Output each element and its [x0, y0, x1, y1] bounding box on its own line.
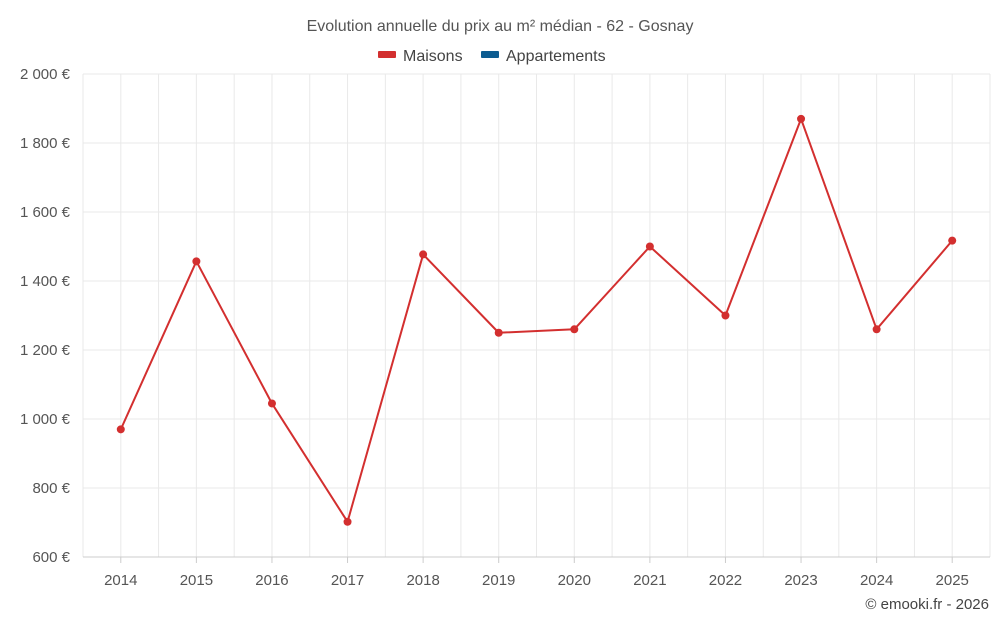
data-point-maisons-2019[interactable] [494, 328, 503, 337]
data-point-maisons-2018[interactable] [419, 250, 428, 259]
legend-label-appartements: Appartements [506, 48, 606, 65]
x-tick-label: 2020 [558, 572, 591, 589]
x-tick-label: 2014 [104, 572, 137, 589]
data-point-maisons-2014[interactable] [116, 425, 125, 434]
x-tick-label: 2018 [406, 572, 439, 589]
data-point-maisons-2023[interactable] [797, 114, 806, 123]
y-tick-label: 2 000 € [20, 66, 71, 83]
x-tick-label: 2019 [482, 572, 515, 589]
x-tick-label: 2022 [709, 572, 742, 589]
x-tick-label: 2025 [936, 572, 969, 589]
data-point-maisons-2017[interactable] [343, 517, 352, 526]
data-point-maisons-2021[interactable] [645, 242, 654, 251]
y-tick-label: 1 800 € [20, 135, 71, 152]
chart-title: Evolution annuelle du prix au m² médian … [307, 18, 694, 35]
legend-swatch-maisons [378, 51, 396, 58]
legend-item-maisons[interactable]: Maisons [378, 48, 463, 65]
legend-label-maisons: Maisons [403, 48, 463, 65]
x-tick-label: 2015 [180, 572, 213, 589]
x-tick-label: 2017 [331, 572, 364, 589]
series-maisons [116, 114, 957, 526]
x-tick-label: 2023 [784, 572, 817, 589]
data-point-maisons-2025[interactable] [948, 236, 957, 245]
y-tick-label: 800 € [32, 480, 70, 497]
credit-text: © emooki.fr - 2026 [865, 596, 989, 613]
x-tick-label: 2024 [860, 572, 893, 589]
x-tick-label: 2021 [633, 572, 666, 589]
x-tick-label: 2016 [255, 572, 288, 589]
data-point-maisons-2020[interactable] [570, 325, 579, 334]
data-point-maisons-2024[interactable] [872, 325, 881, 334]
legend: Maisons Appartements [378, 48, 606, 65]
series-line-maisons [119, 117, 953, 523]
y-tick-label: 1 400 € [20, 273, 71, 290]
data-point-maisons-2016[interactable] [267, 399, 276, 408]
grid [82, 73, 991, 557]
legend-swatch-appartements [481, 51, 499, 58]
x-axis: 2014 2015 2016 2017 2018 2019 2020 2021 2022 2023… [83, 556, 990, 589]
data-point-maisons-2022[interactable] [721, 311, 730, 320]
y-tick-label: 1 600 € [20, 204, 71, 221]
y-axis: 600 € 800 € 1 000 € 1 200 € 1 400 € 1 600 € 1 … [20, 66, 71, 566]
y-tick-label: 1 200 € [20, 342, 71, 359]
y-tick-label: 600 € [32, 549, 70, 566]
y-tick-label: 1 000 € [20, 411, 71, 428]
legend-item-appartements[interactable]: Appartements [481, 48, 606, 65]
data-point-maisons-2015[interactable] [192, 257, 201, 266]
